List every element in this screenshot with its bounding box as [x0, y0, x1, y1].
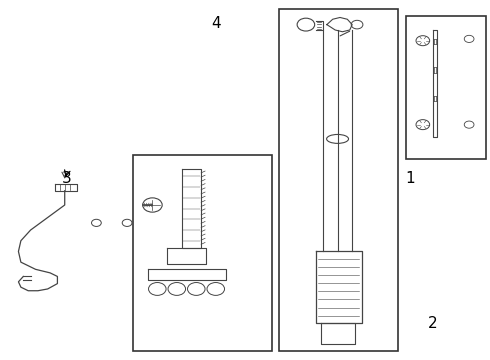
Text: 2: 2 — [428, 316, 438, 331]
Text: 1: 1 — [406, 171, 416, 186]
Text: 3: 3 — [62, 171, 72, 186]
Text: 4: 4 — [211, 16, 220, 31]
